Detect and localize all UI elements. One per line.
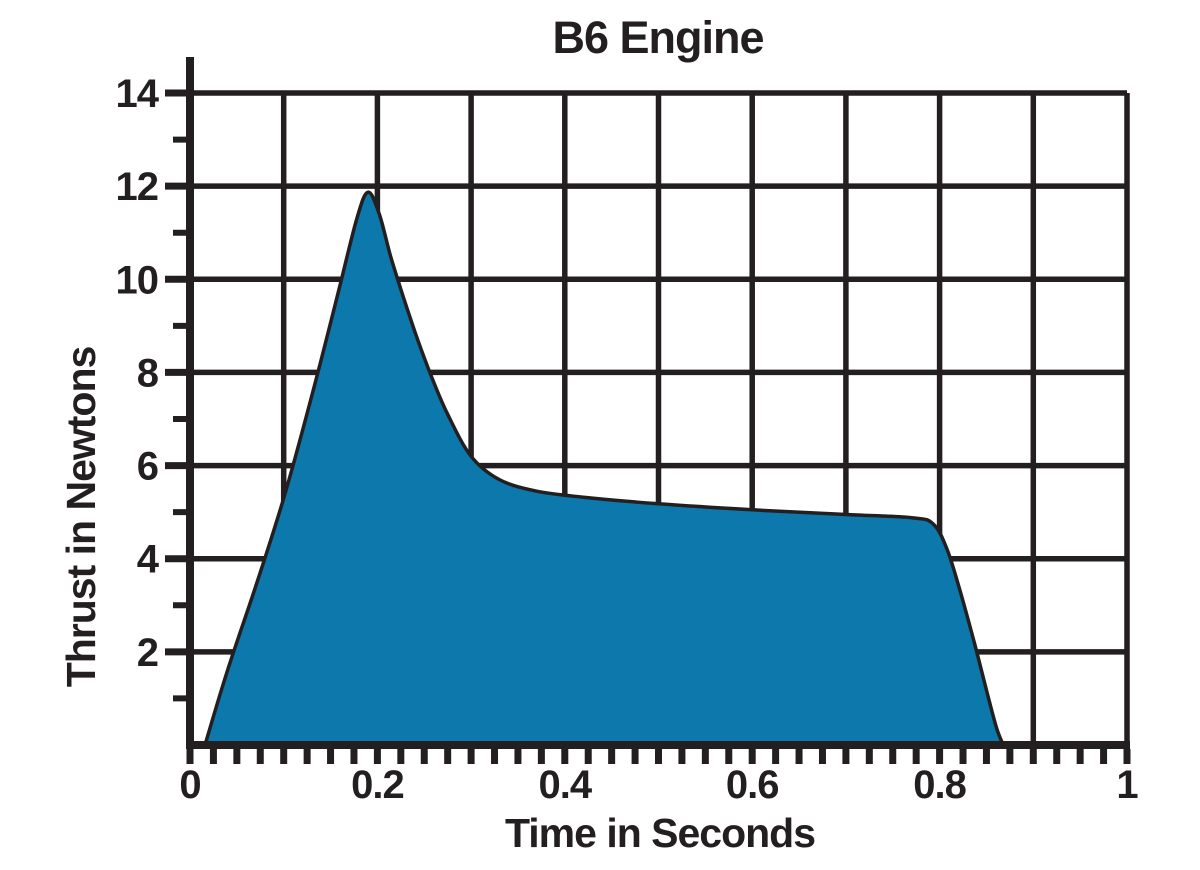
y-tick-label: 4	[137, 538, 160, 582]
tick-labels: 2 4 6 8 10 12 14 0 0.2 0.4 0.6 0.8 1	[116, 72, 1140, 807]
x-tick-label: 0.8	[913, 763, 966, 807]
x-tick-label: 1	[1116, 763, 1138, 807]
x-tick-label: 0	[179, 763, 200, 807]
y-tick-label: 6	[137, 445, 158, 489]
thrust-curve	[203, 190, 1006, 747]
y-tick-label: 14	[116, 72, 160, 116]
x-tick-label: 0.6	[726, 763, 779, 807]
thrust-curve-area	[203, 190, 1006, 747]
y-tick-label: 2	[137, 631, 158, 675]
y-tick-label: 10	[116, 258, 159, 302]
x-axis-title: Time in Seconds	[505, 810, 815, 856]
x-tick-label: 0.4	[538, 763, 592, 807]
y-axis-title: Thrust in Newtons	[58, 346, 104, 687]
x-tick-label: 0.2	[351, 763, 404, 807]
tick-marks	[165, 89, 1131, 764]
y-tick-label: 12	[116, 165, 159, 209]
y-tick-label: 8	[137, 351, 159, 395]
chart-title: B6 Engine	[552, 12, 763, 63]
axes	[186, 57, 1130, 749]
